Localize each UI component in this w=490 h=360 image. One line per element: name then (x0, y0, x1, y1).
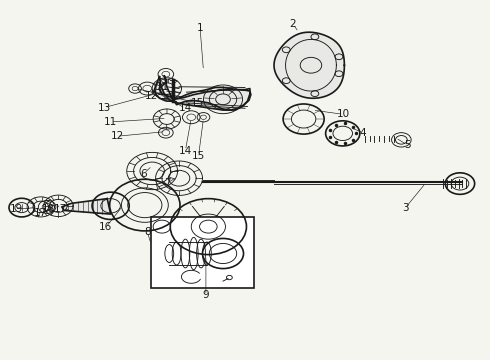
Text: 6: 6 (141, 168, 147, 179)
Text: 8: 8 (144, 227, 150, 237)
Text: 17: 17 (34, 208, 48, 218)
Text: 4: 4 (360, 128, 367, 138)
Text: 5: 5 (404, 140, 411, 150)
Text: 10: 10 (337, 109, 350, 120)
Text: 9: 9 (202, 291, 209, 301)
Text: 12: 12 (110, 131, 123, 141)
Polygon shape (155, 77, 251, 110)
Text: 19: 19 (10, 204, 23, 215)
Text: 12: 12 (145, 91, 158, 101)
Text: 15: 15 (192, 150, 205, 161)
Text: 14: 14 (179, 145, 192, 156)
Text: 17: 17 (54, 204, 67, 215)
Text: 11: 11 (156, 82, 170, 93)
Text: 14: 14 (179, 103, 192, 113)
Text: 15: 15 (191, 98, 204, 108)
Polygon shape (62, 199, 111, 214)
Text: 16: 16 (99, 222, 112, 232)
Bar (151, 217, 254, 288)
Text: 7: 7 (165, 178, 171, 188)
Text: 2: 2 (290, 19, 296, 29)
Text: 13: 13 (98, 103, 111, 113)
Text: 18: 18 (42, 204, 55, 215)
Text: 11: 11 (104, 117, 117, 127)
Text: 1: 1 (197, 23, 203, 33)
Polygon shape (274, 32, 344, 98)
Text: 3: 3 (402, 203, 409, 213)
